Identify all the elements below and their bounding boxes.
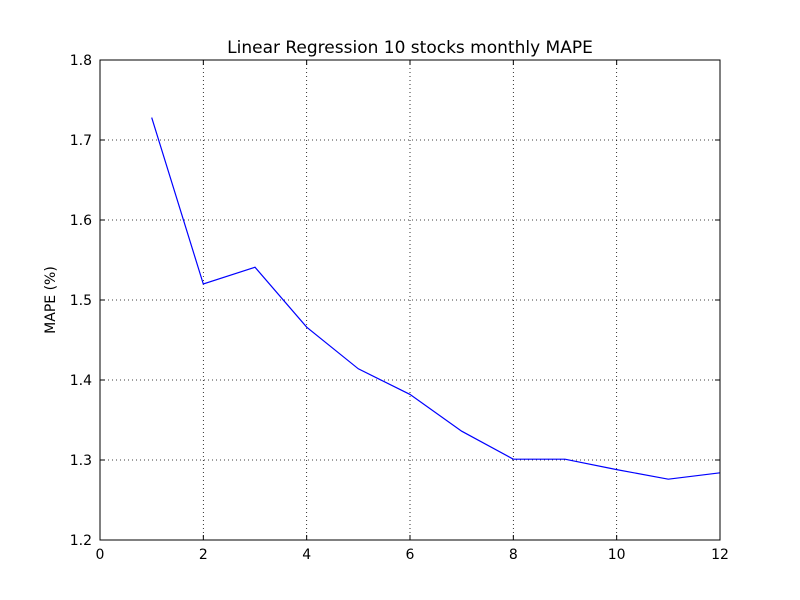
x-tick-label: 0 (96, 547, 105, 563)
x-tick-label: 2 (199, 547, 208, 563)
x-tick-label: 12 (711, 547, 729, 563)
axis-ticks: 0 2 4 6 8 10 12 1.2 1.3 1.4 1.5 1.6 1.7 1.8 (70, 53, 729, 563)
chart-title: Linear Regression 10 stocks monthly MAPE (227, 38, 593, 58)
x-tick-label: 10 (608, 547, 626, 563)
series-layer (151, 117, 721, 480)
x-tick-label: 8 (509, 547, 518, 563)
grid (99, 59, 721, 541)
y-tick-label: 1.3 (70, 453, 92, 469)
series-line (151, 117, 721, 480)
x-tick-label: 4 (302, 547, 311, 563)
y-tick-label: 1.4 (70, 373, 92, 389)
y-tick-label: 1.8 (70, 53, 92, 69)
y-axis-label: MAPE (%) (43, 266, 59, 334)
y-tick-label: 1.5 (70, 293, 92, 309)
y-tick-label: 1.6 (70, 213, 92, 229)
y-tick-label: 1.2 (70, 533, 92, 549)
y-tick-label: 1.7 (70, 133, 92, 149)
x-tick-label: 6 (406, 547, 415, 563)
